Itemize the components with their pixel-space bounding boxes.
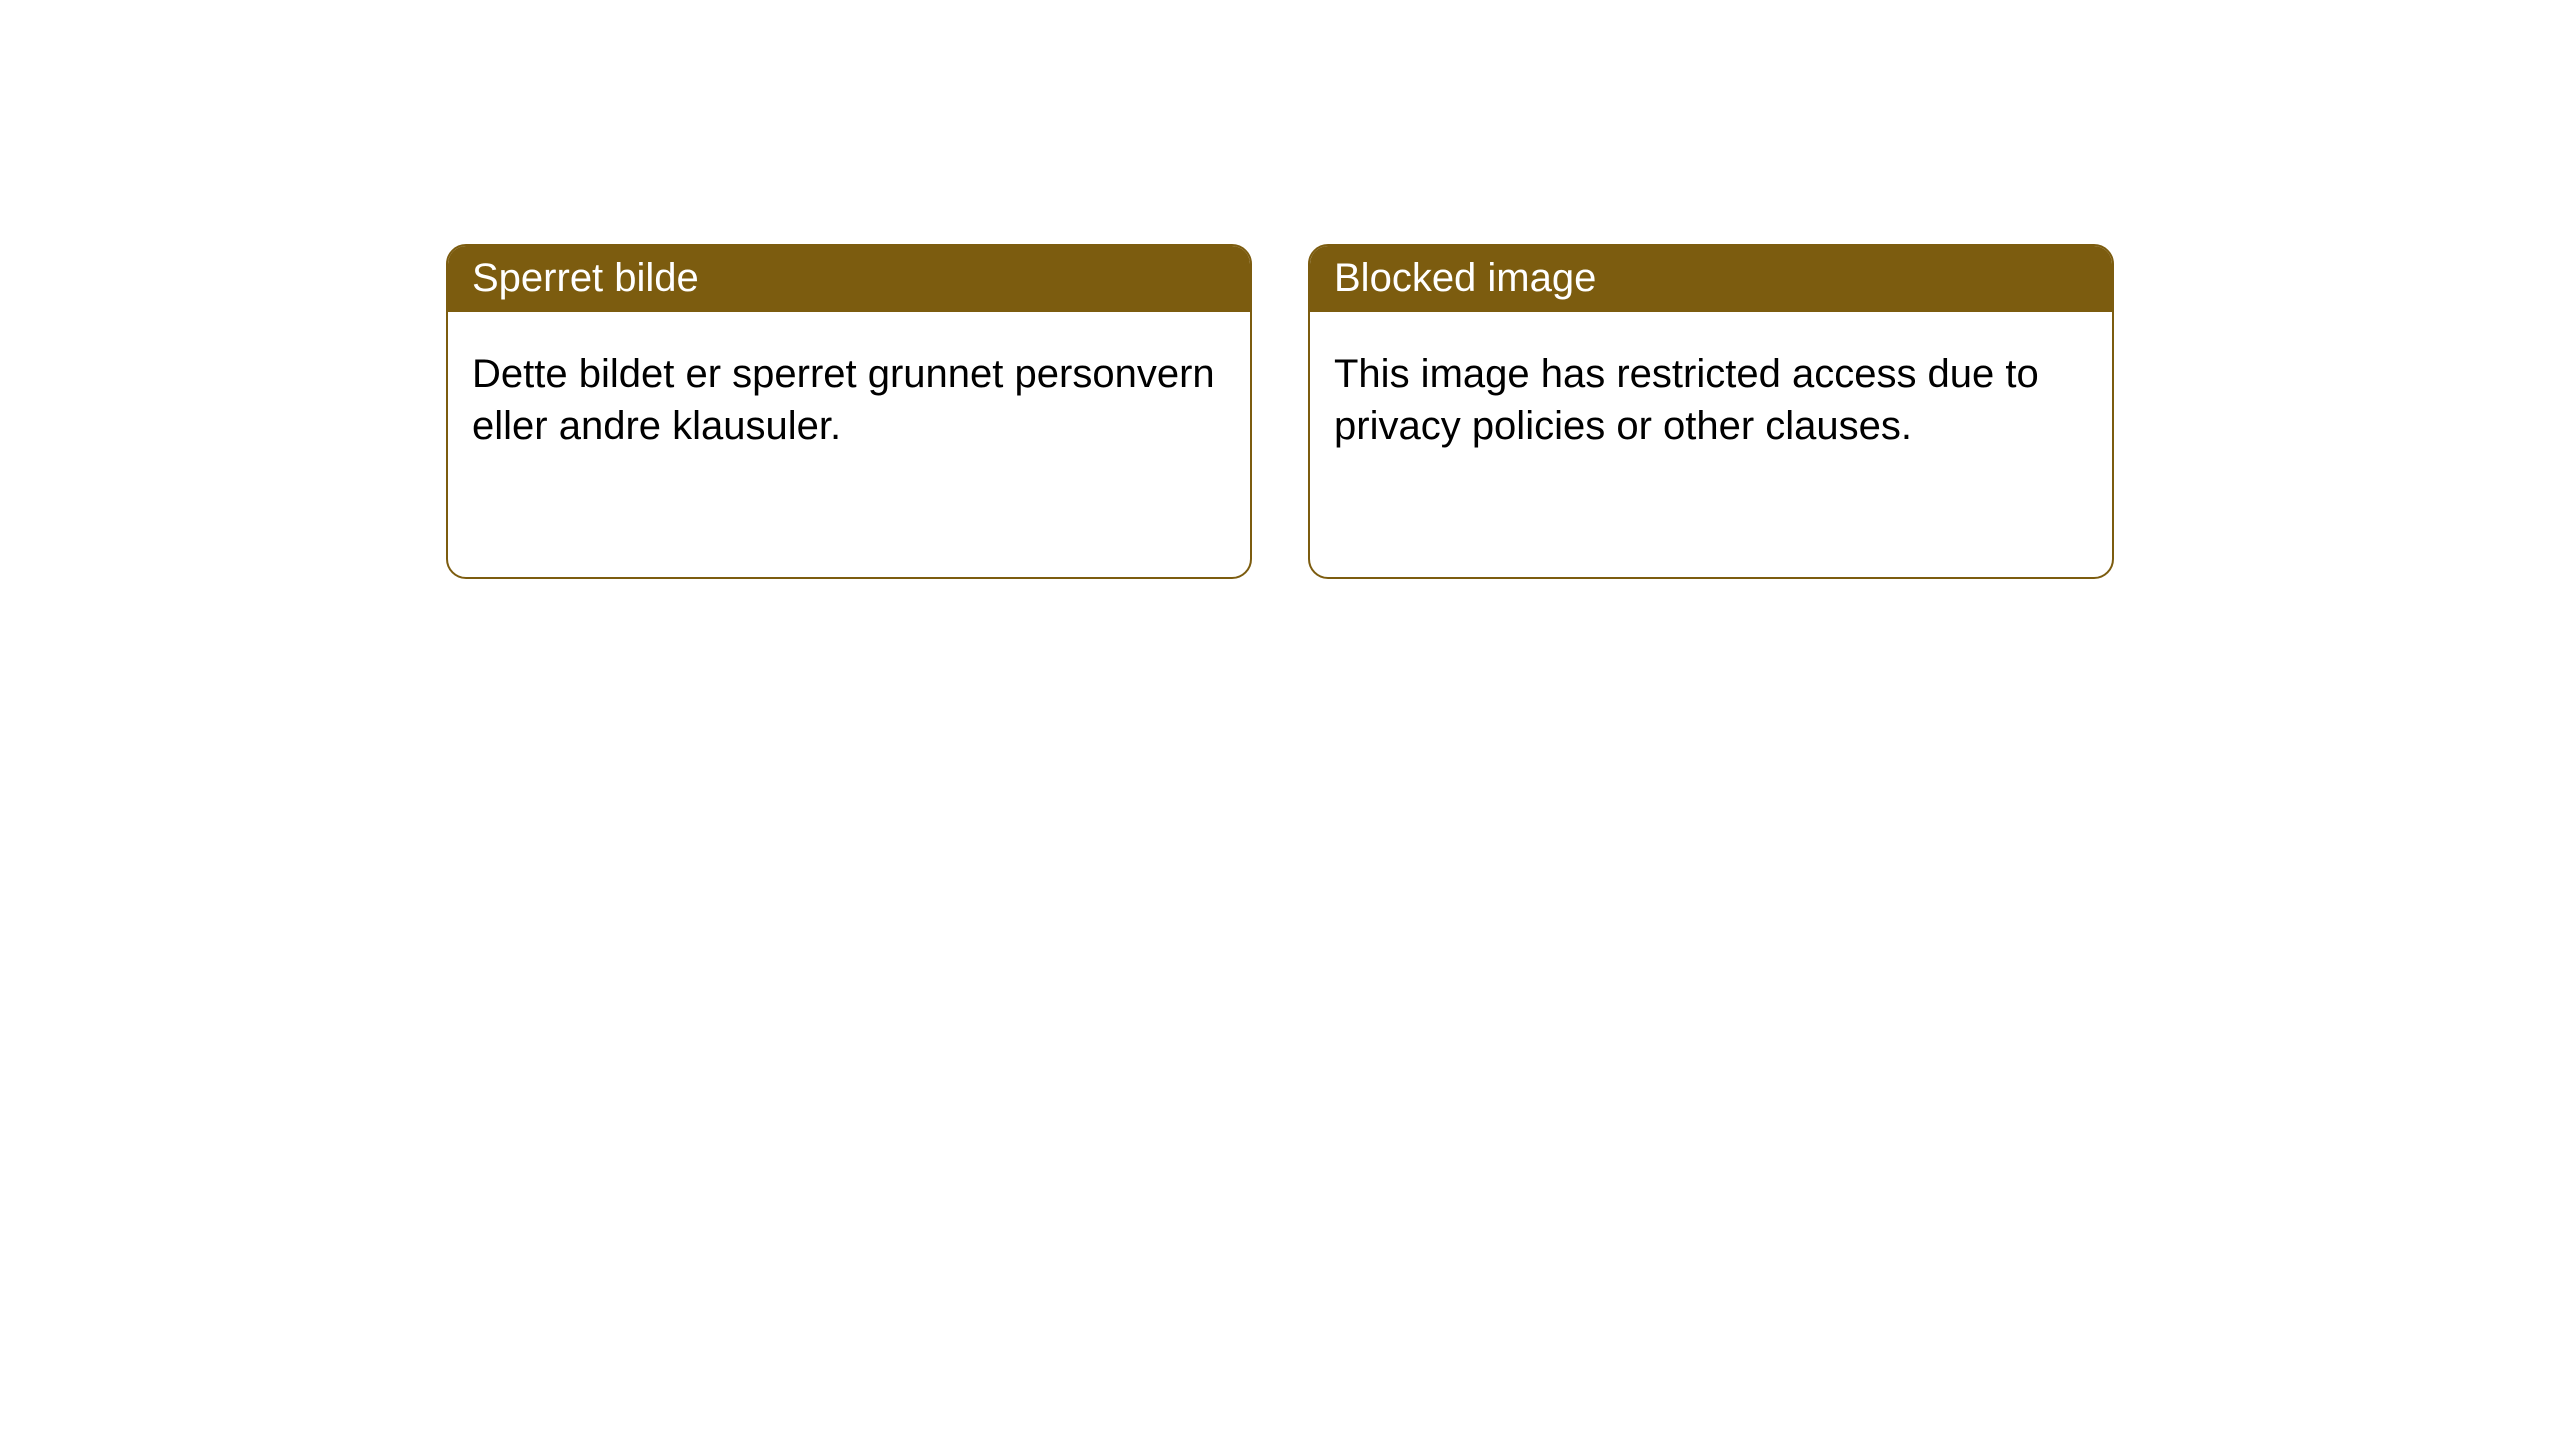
notice-cards-row: Sperret bilde Dette bildet er sperret gr… [446, 244, 2560, 579]
notice-card-text: This image has restricted access due to … [1334, 352, 2039, 448]
notice-card-norwegian: Sperret bilde Dette bildet er sperret gr… [446, 244, 1252, 579]
notice-card-body: This image has restricted access due to … [1310, 312, 2112, 488]
notice-card-text: Dette bildet er sperret grunnet personve… [472, 352, 1215, 448]
notice-card-header: Blocked image [1310, 246, 2112, 312]
notice-card-title: Blocked image [1334, 256, 1596, 300]
notice-card-body: Dette bildet er sperret grunnet personve… [448, 312, 1250, 488]
notice-card-title: Sperret bilde [472, 256, 699, 300]
notice-card-english: Blocked image This image has restricted … [1308, 244, 2114, 579]
notice-card-header: Sperret bilde [448, 246, 1250, 312]
